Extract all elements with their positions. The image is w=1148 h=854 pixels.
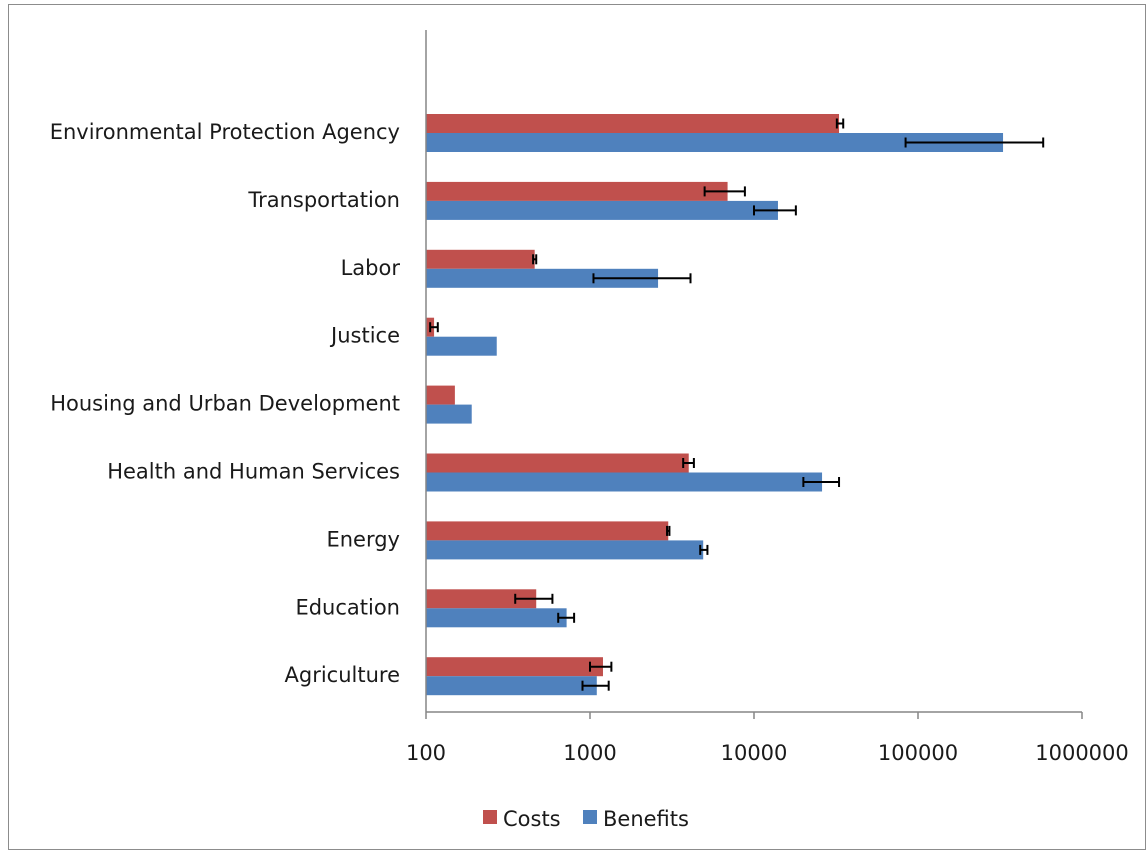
bar-benefits-8 xyxy=(426,676,597,696)
error-bar-benefits-7 xyxy=(557,612,576,623)
category-label-5: Health and Human Services xyxy=(107,460,400,484)
labels-layer: Environmental Protection Agency Transport… xyxy=(50,120,1129,765)
legend-swatch-benefits xyxy=(583,810,597,824)
category-label-7: Education xyxy=(295,595,400,619)
error-bars-layer xyxy=(429,118,1045,691)
bar-costs-7 xyxy=(426,589,537,609)
error-bar-costs-0 xyxy=(835,118,845,129)
bar-costs-4 xyxy=(426,385,455,405)
x-tick-label-3: 100000 xyxy=(878,741,958,765)
bar-benefits-2 xyxy=(426,268,659,288)
error-bar-costs-8 xyxy=(589,661,613,672)
error-bar-costs-2 xyxy=(532,254,538,265)
category-label-1: Transportation xyxy=(247,188,400,212)
error-bar-costs-6 xyxy=(666,525,671,536)
error-bar-benefits-6 xyxy=(699,544,709,555)
category-label-3: Justice xyxy=(329,324,400,348)
error-bar-benefits-1 xyxy=(753,205,797,216)
bar-benefits-3 xyxy=(426,336,497,356)
legend-label-benefits: Benefits xyxy=(603,807,689,831)
error-bar-benefits-2 xyxy=(592,273,692,284)
bar-benefits-7 xyxy=(426,608,567,628)
category-label-2: Labor xyxy=(341,256,401,280)
bar-costs-5 xyxy=(426,453,689,473)
error-bar-costs-3 xyxy=(429,322,439,333)
x-tick-label-2: 10000 xyxy=(721,741,788,765)
error-bar-costs-7 xyxy=(514,593,554,604)
bar-costs-8 xyxy=(426,657,603,677)
bar-costs-0 xyxy=(426,114,840,133)
category-label-0: Environmental Protection Agency xyxy=(50,120,400,144)
bar-benefits-0 xyxy=(426,133,1004,152)
bar-costs-1 xyxy=(426,181,728,201)
bars-layer xyxy=(426,114,1004,696)
bar-costs-2 xyxy=(426,249,535,269)
x-tick-label-1: 1000 xyxy=(563,741,616,765)
error-bar-benefits-5 xyxy=(802,477,841,487)
x-tick-label-4: 1000000 xyxy=(1035,741,1129,765)
error-bar-costs-5 xyxy=(682,458,695,468)
category-label-4: Housing and Urban Development xyxy=(50,392,400,416)
bar-benefits-4 xyxy=(426,404,472,424)
error-bar-benefits-0 xyxy=(904,137,1045,148)
category-label-8: Agriculture xyxy=(285,663,401,687)
legend: Costs Benefits xyxy=(483,807,689,831)
axes-layer xyxy=(425,30,1083,719)
legend-label-costs: Costs xyxy=(503,807,561,831)
bar-benefits-6 xyxy=(426,540,704,560)
bar-benefits-5 xyxy=(426,472,823,492)
bar-benefits-1 xyxy=(426,200,778,220)
error-bar-costs-1 xyxy=(703,186,746,197)
x-tick-label-0: 100 xyxy=(406,741,446,765)
bar-costs-6 xyxy=(426,521,669,541)
category-label-6: Energy xyxy=(326,527,400,551)
error-bar-benefits-8 xyxy=(581,680,610,691)
legend-swatch-costs xyxy=(483,810,497,824)
